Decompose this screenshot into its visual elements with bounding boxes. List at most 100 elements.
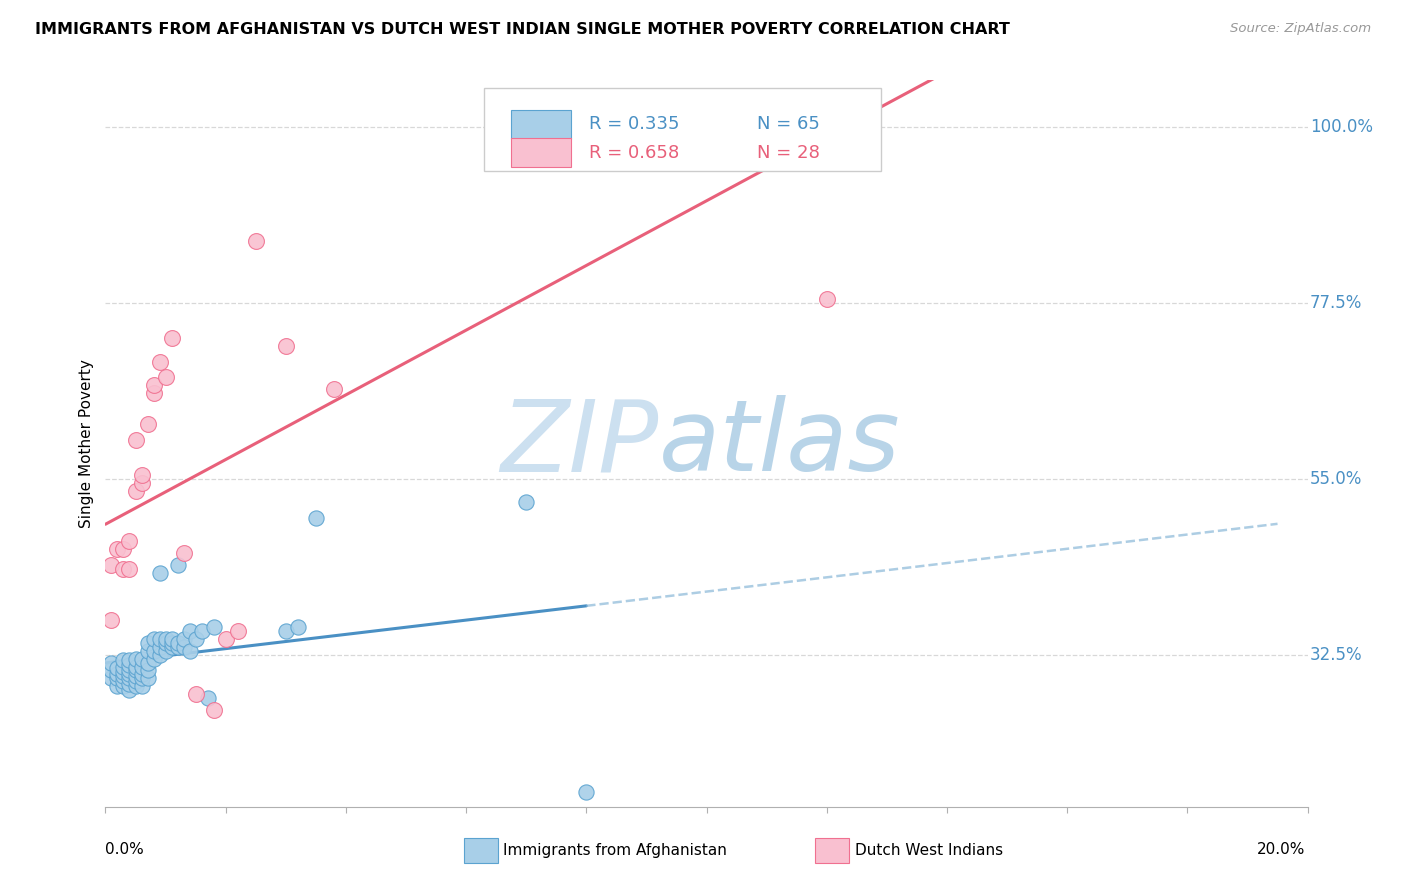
Point [118, 664, 141, 678]
Point [131, 475, 153, 490]
Text: N = 65: N = 65 [756, 115, 820, 133]
Point [274, 624, 297, 639]
Point [322, 382, 344, 396]
Point [155, 636, 177, 650]
Text: atlas: atlas [658, 395, 900, 492]
Text: 0.0%: 0.0% [105, 842, 145, 856]
Bar [510, 110, 571, 139]
Point [148, 640, 170, 654]
Point [160, 636, 183, 650]
Point [160, 331, 183, 345]
Point [124, 673, 146, 688]
Text: 20.0%: 20.0% [1257, 842, 1305, 856]
Point [107, 679, 129, 693]
Point [112, 665, 135, 679]
Point [112, 673, 135, 688]
Point [124, 679, 146, 693]
Point [287, 620, 309, 634]
Point [112, 679, 135, 693]
Text: R = 0.658: R = 0.658 [589, 144, 679, 161]
Text: R = 0.335: R = 0.335 [589, 115, 679, 133]
Point [202, 620, 225, 634]
Point [131, 679, 153, 693]
Point [136, 664, 159, 678]
Point [142, 644, 165, 658]
Point [148, 566, 170, 580]
Point [173, 640, 195, 654]
Point [184, 687, 207, 701]
Point [100, 671, 122, 685]
Text: Immigrants from Afghanistan: Immigrants from Afghanistan [503, 843, 727, 857]
Point [118, 562, 141, 576]
Point [100, 656, 122, 670]
Text: 32.5%: 32.5% [1310, 646, 1362, 664]
Point [112, 669, 135, 683]
Text: IMMIGRANTS FROM AFGHANISTAN VS DUTCH WEST INDIAN SINGLE MOTHER POVERTY CORRELATI: IMMIGRANTS FROM AFGHANISTAN VS DUTCH WES… [35, 22, 1010, 37]
Point [100, 558, 122, 572]
Point [118, 677, 141, 691]
Point [575, 784, 598, 798]
Bar [484, 87, 880, 171]
Point [179, 624, 201, 639]
Y-axis label: Single Mother Poverty: Single Mother Poverty [79, 359, 94, 528]
Point [274, 339, 297, 353]
Point [148, 648, 170, 662]
Point [179, 644, 201, 658]
Point [118, 658, 141, 673]
Point [131, 671, 153, 685]
Point [190, 624, 212, 639]
Point [112, 562, 135, 576]
Point [142, 378, 165, 392]
Point [118, 534, 141, 549]
Point [173, 632, 195, 647]
Point [142, 386, 165, 401]
Text: 100.0%: 100.0% [1310, 118, 1374, 136]
Point [131, 667, 153, 681]
Point [118, 683, 141, 698]
Point [124, 651, 146, 665]
Point [124, 664, 146, 678]
Point [155, 644, 177, 658]
Point [131, 651, 153, 665]
Point [245, 234, 267, 248]
Point [112, 659, 135, 673]
Point [515, 495, 537, 509]
Point [118, 653, 141, 667]
Point [166, 636, 188, 650]
Point [124, 659, 146, 673]
Point [148, 632, 170, 647]
Bar [510, 138, 571, 168]
Point [124, 669, 146, 683]
Point [815, 292, 838, 306]
Point [173, 546, 195, 560]
Text: ZIP: ZIP [501, 395, 658, 492]
Point [515, 120, 537, 135]
Point [166, 558, 188, 572]
Text: Source: ZipAtlas.com: Source: ZipAtlas.com [1230, 22, 1371, 36]
Point [136, 656, 159, 670]
Point [155, 632, 177, 647]
Point [107, 667, 129, 681]
Point [214, 632, 236, 647]
Point [118, 671, 141, 685]
Point [197, 690, 219, 705]
Point [107, 661, 129, 675]
Point [160, 640, 183, 654]
Point [184, 632, 207, 647]
Point [142, 651, 165, 665]
Text: 55.0%: 55.0% [1310, 470, 1362, 488]
Point [136, 417, 159, 432]
Point [124, 433, 146, 447]
Point [136, 671, 159, 685]
Point [202, 702, 225, 716]
Point [107, 542, 129, 557]
Point [226, 624, 249, 639]
Point [148, 354, 170, 368]
Point [131, 468, 153, 483]
Point [124, 483, 146, 498]
Point [305, 511, 328, 525]
Point [118, 667, 141, 681]
Point [100, 664, 122, 678]
Point [136, 644, 159, 658]
Point [131, 659, 153, 673]
